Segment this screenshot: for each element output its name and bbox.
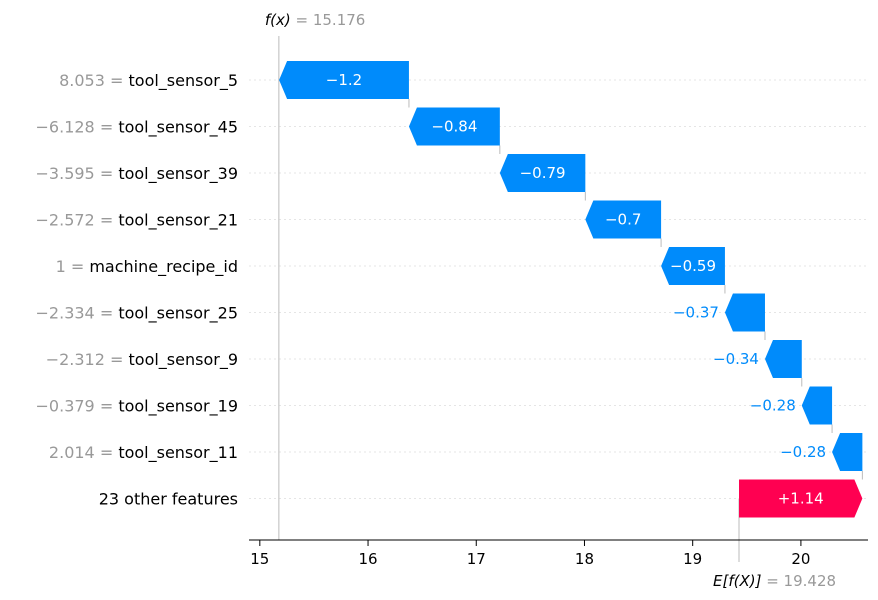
efx-symbol: E[f(X)] xyxy=(713,572,762,590)
bar-value-label: −0.84 xyxy=(431,118,477,136)
x-axis: 15 16 17 18 19 20 xyxy=(249,539,868,568)
x-tick-label: 18 xyxy=(575,550,594,568)
equals-sign: = xyxy=(95,304,119,323)
waterfall-bar xyxy=(801,386,833,425)
equals-sign: = xyxy=(95,164,119,183)
feature-label: −3.595 = tool_sensor_39 xyxy=(36,164,238,184)
feature-name: tool_sensor_25 xyxy=(118,304,238,324)
x-tick-label: 19 xyxy=(683,550,702,568)
feature-value: 8.053 xyxy=(59,71,105,90)
feature-value: 1 xyxy=(56,257,66,276)
feature-name: tool_sensor_19 xyxy=(118,397,238,417)
feature-value: −2.334 xyxy=(36,304,95,323)
equals-sign: = xyxy=(66,257,90,276)
bar-value-label: −0.34 xyxy=(713,350,759,368)
fx-symbol: f(x) xyxy=(265,11,291,29)
bar-value-label: −0.7 xyxy=(605,211,641,229)
bar-value-label: −0.79 xyxy=(520,164,566,182)
waterfall-bar xyxy=(739,479,863,518)
equals-sign: = xyxy=(105,71,129,90)
feature-value: −3.595 xyxy=(36,164,95,183)
x-tick-label: 17 xyxy=(467,550,486,568)
fx-value: = 15.176 xyxy=(291,11,366,29)
feature-name: tool_sensor_5 xyxy=(129,71,239,91)
feature-name: 23 other features xyxy=(99,490,238,509)
bar-value-label: −0.28 xyxy=(750,397,796,415)
feature-name: machine_recipe_id xyxy=(89,257,238,277)
feature-label: 8.053 = tool_sensor_5 xyxy=(59,71,238,91)
feature-label: −2.572 = tool_sensor_21 xyxy=(36,211,238,231)
reference-lines xyxy=(278,36,740,562)
feature-name: tool_sensor_9 xyxy=(129,350,239,370)
feature-label: −6.128 = tool_sensor_45 xyxy=(36,118,238,138)
bar-value-label: +1.14 xyxy=(778,490,824,508)
waterfall-bar xyxy=(661,247,725,285)
feature-name: tool_sensor_39 xyxy=(118,164,238,184)
waterfall-bar xyxy=(724,293,765,332)
feature-label: 1 = machine_recipe_id xyxy=(56,257,238,277)
bar-value-label: −0.59 xyxy=(670,257,716,275)
equals-sign: = xyxy=(95,397,119,416)
feature-label: 23 other features xyxy=(99,490,238,509)
equals-sign: = xyxy=(105,350,129,369)
bar-connectors xyxy=(408,99,863,480)
equals-sign: = xyxy=(95,118,119,137)
feature-value: −2.312 xyxy=(46,350,105,369)
waterfall-bar xyxy=(764,340,802,378)
value-annotations: f(x) = 15.176 E[f(X)] = 19.428 xyxy=(265,11,836,590)
feature-value: −6.128 xyxy=(36,118,95,137)
bar-value-label: −1.2 xyxy=(326,71,362,89)
efx-annotation: E[f(X)] = 19.428 xyxy=(713,572,836,590)
feature-label: 2.014 = tool_sensor_11 xyxy=(49,443,238,463)
equals-sign: = xyxy=(95,211,119,230)
feature-name: tool_sensor_21 xyxy=(118,211,238,231)
bar-value-label: −0.37 xyxy=(673,304,719,322)
equals-sign: = xyxy=(95,443,119,462)
feature-label: −2.334 = tool_sensor_25 xyxy=(36,304,238,324)
bar-value-label: −0.28 xyxy=(780,443,826,461)
waterfall-bar xyxy=(499,154,586,192)
feature-name: tool_sensor_45 xyxy=(118,118,238,138)
waterfall-bar xyxy=(585,200,662,239)
feature-value: 2.014 xyxy=(49,443,95,462)
waterfall-bar xyxy=(408,107,500,146)
bars: −1.2 −0.84 −0.79 −0.7 −0.59 −0.37 −0.34 −0.28 −0… xyxy=(279,61,863,518)
feature-label: −0.379 = tool_sensor_19 xyxy=(36,397,238,417)
fx-annotation: f(x) = 15.176 xyxy=(265,11,365,29)
x-tick-label: 20 xyxy=(791,550,810,568)
waterfall-bar xyxy=(832,433,863,471)
feature-value: −2.572 xyxy=(36,211,95,230)
x-tick-label: 16 xyxy=(358,550,377,568)
feature-name: tool_sensor_11 xyxy=(118,443,238,463)
efx-value: = 19.428 xyxy=(761,572,836,590)
feature-value: −0.379 xyxy=(36,397,95,416)
row-labels: 8.053 = tool_sensor_5 −6.128 = tool_senso… xyxy=(36,71,238,509)
grid-lines xyxy=(249,79,868,499)
waterfall-bar xyxy=(279,61,409,99)
feature-label: −2.312 = tool_sensor_9 xyxy=(46,350,238,370)
x-tick-label: 15 xyxy=(250,550,269,568)
